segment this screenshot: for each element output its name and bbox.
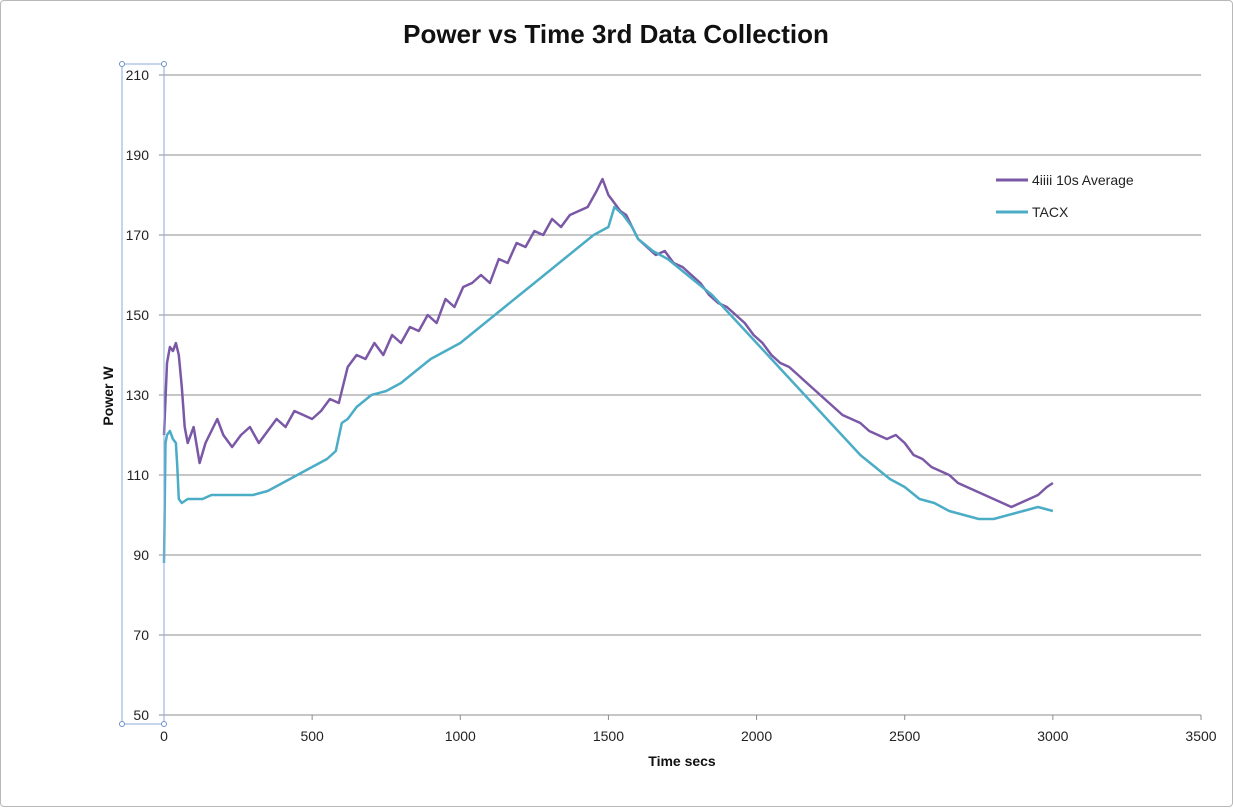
series-lines	[164, 179, 1053, 563]
legend-label: 4iiii 10s Average	[1032, 172, 1134, 188]
y-tick-label: 110	[127, 467, 150, 483]
y-tick-label: 170	[126, 227, 150, 243]
y-tick-label: 130	[126, 387, 150, 403]
x-tick-label: 2500	[889, 728, 920, 744]
x-tick-label: 0	[160, 728, 168, 744]
x-axis-title: Time secs	[648, 753, 716, 769]
y-tick-label: 90	[133, 547, 149, 563]
y-tick-label: 70	[133, 627, 149, 643]
y-axis-ticks: 50 70 90 110 130 150 170 190 210	[126, 67, 164, 723]
y-axis-title: Power W	[100, 366, 116, 426]
y-tick-label: 210	[126, 67, 150, 83]
y-tick-label: 50	[133, 707, 149, 723]
x-tick-label: 1500	[593, 728, 624, 744]
selection-handle[interactable]	[120, 62, 125, 67]
selection-handle[interactable]	[162, 62, 167, 67]
gridlines	[164, 75, 1201, 715]
selection-handle[interactable]	[120, 722, 125, 727]
x-tick-label: 1000	[445, 728, 476, 744]
x-tick-label: 3500	[1185, 728, 1216, 744]
selection-handle[interactable]	[162, 722, 167, 727]
y-tick-label: 150	[126, 307, 150, 323]
x-tick-label: 500	[300, 728, 324, 744]
series-line-tacx	[164, 207, 1053, 563]
chart-title: Power vs Time 3rd Data Collection	[403, 19, 829, 49]
x-tick-label: 2000	[741, 728, 772, 744]
x-axis-ticks: 0 500 1000 1500 2000 2500 3000 3500	[160, 715, 1217, 744]
legend-label: TACX	[1032, 204, 1069, 220]
y-tick-label: 190	[126, 147, 150, 163]
legend: 4iiii 10s Average TACX	[996, 172, 1134, 220]
x-tick-label: 3000	[1037, 728, 1068, 744]
